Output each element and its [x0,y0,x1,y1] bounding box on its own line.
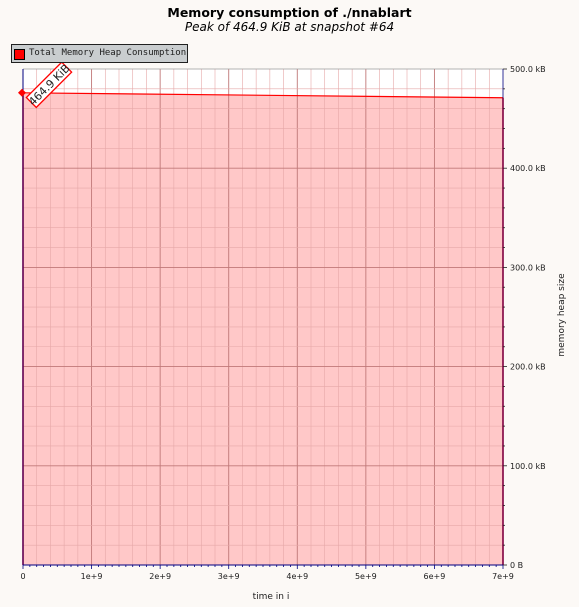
chart-subtitle: Peak of 464.9 KiB at snapshot #64 [184,20,395,34]
series-line [22,92,504,99]
series-area-fill [23,92,503,566]
peak-label-box [25,61,73,109]
y-tick-label: 100.0 kB [510,462,546,471]
x-tick-label: 2e+9 [149,572,171,581]
chart-title: Memory consumption of ./nnablart [167,5,412,20]
x-tick-label: 4e+9 [286,572,308,581]
legend: Total Memory Heap Consumption [11,44,188,63]
x-tick-label: 5e+9 [355,572,377,581]
y-axis-title: memory heap size [557,273,567,357]
y-tick-label: 300.0 kB [510,263,546,272]
x-tick-label: 3e+9 [218,572,240,581]
legend-swatch [14,49,25,60]
y-tick-label: 0 B [510,561,523,570]
axes [22,68,507,569]
x-tick-label: 6e+9 [424,572,446,581]
x-tick-label: 7e+9 [492,572,514,581]
x-axis-title: time in i [253,592,290,602]
legend-label: Total Memory Heap Consumption [29,48,187,58]
grid-lines [23,69,503,565]
y-tick-label: 200.0 kB [510,363,546,372]
y-tick-label: 500.0 kB [510,65,546,74]
series-area-layer [22,69,504,566]
peak-marker [18,88,26,97]
tick-labels: 0 1e+9 2e+9 3e+9 4e+9 5e+9 6e+9 7e+9 0 B 100.0 kB… [20,65,545,581]
x-tick-label: 0 [20,572,25,581]
x-tick-label: 1e+9 [81,572,103,581]
y-tick-label: 400.0 kB [510,164,546,173]
